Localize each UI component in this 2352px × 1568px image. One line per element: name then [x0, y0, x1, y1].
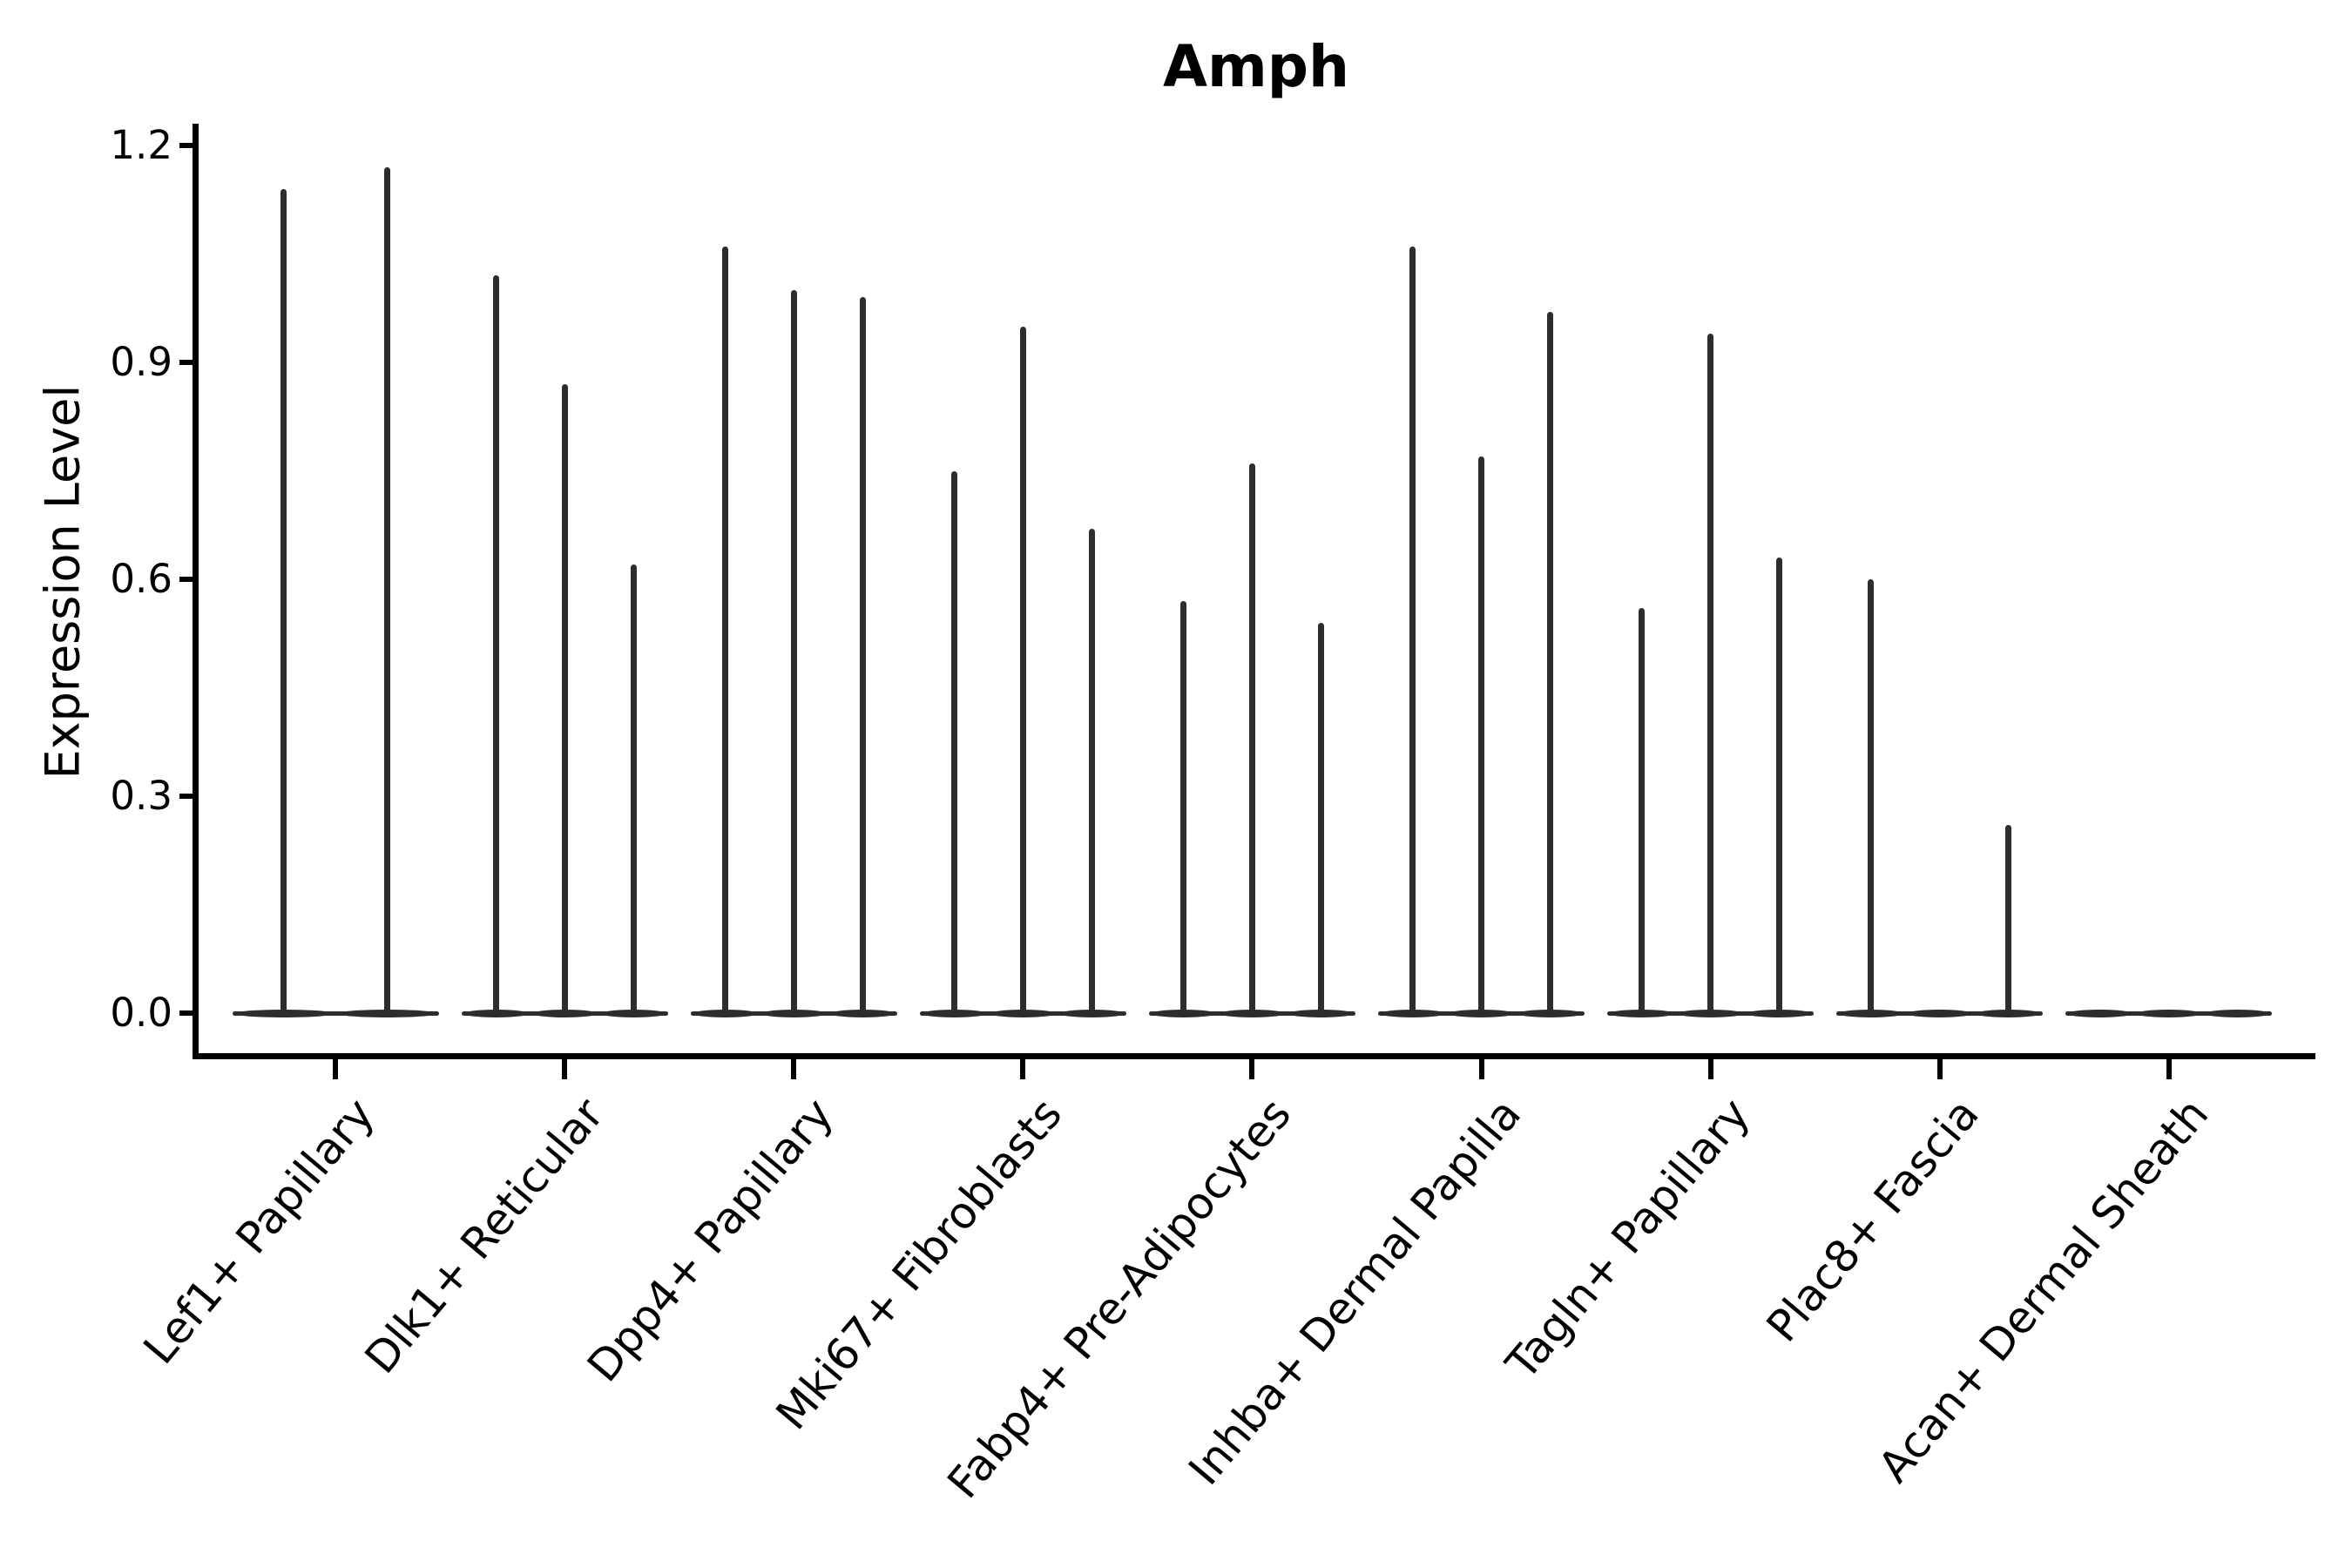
violin-spike	[1317, 622, 1324, 1015]
x-tick-label: Dlk1+ Reticular	[355, 1089, 614, 1383]
x-tick-label: Plac8+ Fascia	[1756, 1089, 1989, 1352]
violin-baseline	[232, 1010, 439, 1016]
violin-body	[2136, 1009, 2202, 1017]
x-tick-mark	[1478, 1059, 1484, 1079]
x-tick-mark	[791, 1059, 797, 1079]
x-tick-mark	[1707, 1059, 1713, 1079]
y-tick-mark	[179, 577, 196, 582]
violin-spike	[1639, 608, 1646, 1015]
x-tick-label: Lef1+ Papillary	[133, 1089, 385, 1374]
violin-spike	[1868, 579, 1875, 1015]
x-tick-mark	[2166, 1059, 2172, 1079]
x-tick-mark	[1249, 1059, 1255, 1079]
x-tick-label: Tagln+ Papillary	[1496, 1089, 1760, 1389]
y-axis-spine	[193, 124, 199, 1059]
chart-title: Amph	[1162, 33, 1350, 100]
y-tick-label: 0.9	[110, 339, 172, 385]
violin-spike	[1019, 326, 1026, 1015]
x-tick-mark	[1020, 1059, 1026, 1079]
y-tick-label: 0.6	[110, 556, 172, 602]
violin-spike	[1179, 600, 1186, 1015]
x-tick-mark	[333, 1059, 338, 1079]
violin-spike	[1707, 333, 1714, 1015]
violin-spike	[492, 275, 499, 1015]
violin-spike	[1776, 558, 1783, 1015]
violin-spike	[1547, 311, 1553, 1015]
x-tick-mark	[562, 1059, 568, 1079]
y-tick-mark	[179, 360, 196, 365]
y-tick-label: 1.2	[110, 122, 172, 168]
violin-spike	[630, 564, 637, 1015]
violin-spike	[790, 290, 797, 1015]
violin-body	[2067, 1009, 2133, 1017]
violin-spike	[1409, 247, 1416, 1015]
violin-spike	[721, 247, 728, 1015]
violin-spike	[1478, 456, 1484, 1015]
violin-spike	[561, 383, 568, 1015]
violin-spike	[383, 166, 390, 1015]
y-tick-mark	[179, 1010, 196, 1016]
y-tick-label: 0.0	[110, 990, 172, 1036]
violin-spike	[2005, 825, 2012, 1015]
violin-spike	[859, 297, 866, 1015]
y-tick-mark	[179, 143, 196, 148]
x-axis-spine	[193, 1053, 2315, 1059]
y-tick-label: 0.3	[110, 773, 172, 819]
violin-body	[2205, 1009, 2271, 1017]
violin-spike	[950, 470, 957, 1015]
violin-spike	[280, 188, 287, 1015]
violin-spike	[1088, 528, 1095, 1015]
violin-body	[1907, 1009, 1973, 1017]
x-tick-label: Dpp4+ Papillary	[578, 1089, 843, 1392]
violin-spike	[1248, 463, 1255, 1015]
x-tick-mark	[1936, 1059, 1943, 1079]
y-tick-mark	[179, 794, 196, 799]
